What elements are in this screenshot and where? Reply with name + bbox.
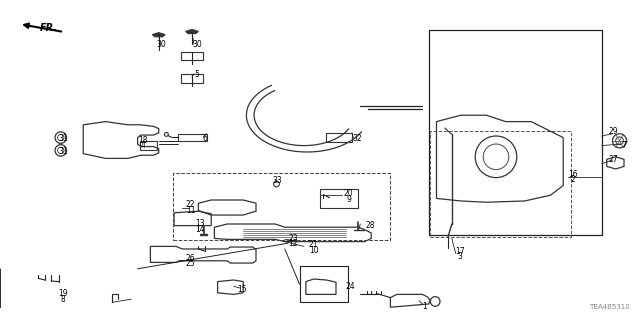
Bar — [430, 131, 571, 237]
Polygon shape — [152, 33, 165, 37]
Text: 28: 28 — [365, 221, 374, 230]
Text: 19: 19 — [58, 289, 68, 298]
Text: 22: 22 — [186, 200, 195, 209]
Text: 25: 25 — [186, 260, 196, 268]
Text: 4: 4 — [140, 141, 145, 150]
Text: 30: 30 — [156, 40, 166, 49]
Bar — [178, 134, 207, 141]
Text: 21: 21 — [309, 240, 318, 249]
Bar — [140, 141, 157, 150]
Text: 13: 13 — [195, 220, 205, 228]
Bar — [181, 52, 203, 60]
Text: 31: 31 — [58, 134, 68, 143]
Text: 24: 24 — [346, 282, 356, 291]
Text: 11: 11 — [186, 206, 195, 215]
Text: 12: 12 — [289, 239, 298, 248]
Text: 29: 29 — [608, 127, 618, 136]
Text: 6: 6 — [202, 134, 207, 143]
Text: 1: 1 — [422, 302, 428, 311]
Text: 26: 26 — [186, 254, 196, 263]
Text: 27: 27 — [608, 156, 618, 164]
Text: 5: 5 — [195, 70, 200, 79]
Text: 8: 8 — [60, 295, 65, 304]
Bar — [326, 133, 352, 142]
Text: FR.: FR. — [40, 23, 58, 33]
Text: 32: 32 — [352, 134, 362, 143]
Bar — [173, 173, 390, 240]
Bar — [429, 30, 602, 235]
Text: 2: 2 — [570, 175, 575, 184]
Text: 10: 10 — [308, 246, 319, 255]
Text: 15: 15 — [237, 285, 247, 294]
Bar — [320, 189, 358, 208]
Text: 18: 18 — [138, 136, 147, 145]
Text: 20: 20 — [344, 189, 354, 198]
Text: 9: 9 — [346, 195, 351, 204]
Text: 16: 16 — [568, 170, 578, 179]
Polygon shape — [186, 29, 198, 34]
Text: 3: 3 — [457, 252, 462, 261]
Text: TBA4B5310: TBA4B5310 — [589, 304, 630, 310]
Text: 23: 23 — [288, 234, 298, 243]
Text: 7: 7 — [621, 141, 627, 150]
Text: 14: 14 — [195, 225, 205, 234]
Text: 33: 33 — [273, 176, 283, 185]
Text: 17: 17 — [454, 247, 465, 256]
Bar — [181, 74, 203, 83]
Text: 31: 31 — [58, 147, 68, 156]
Text: 30: 30 — [192, 40, 202, 49]
Bar — [300, 266, 348, 302]
